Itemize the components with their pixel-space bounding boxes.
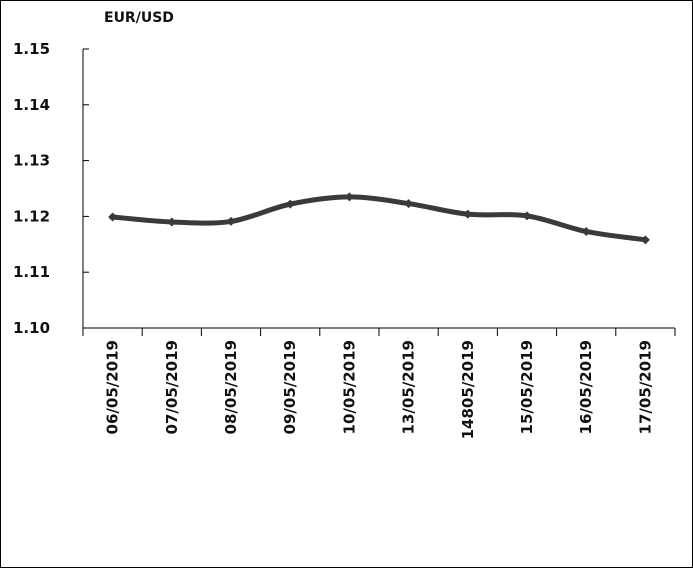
data-point-marker	[167, 217, 177, 227]
data-point-marker	[581, 226, 591, 236]
data-point-marker	[344, 192, 354, 202]
x-axis-ticks: 06/05/2019 07/05/2019 08/05/2019 09/05/2019…	[82, 328, 676, 439]
x-tick-label: 17/05/2019	[636, 340, 654, 434]
series-markers	[108, 192, 650, 245]
data-point-marker	[226, 216, 236, 226]
x-tick-label: 08/05/2019	[222, 340, 240, 434]
y-tick-label: 1.10	[13, 319, 50, 337]
x-tick-label: 14805/2019	[459, 340, 477, 439]
x-tick-label: 15/05/2019	[518, 340, 536, 434]
x-tick-label: 16/05/2019	[577, 340, 595, 434]
x-tick-label: 06/05/2019	[104, 340, 122, 434]
y-tick-label: 1.13	[13, 152, 50, 170]
x-tick-label: 09/05/2019	[281, 340, 299, 434]
data-point-marker	[108, 212, 118, 222]
y-tick-label: 1.14	[13, 96, 50, 114]
y-tick-label: 1.11	[13, 263, 50, 281]
y-tick-label: 1.15	[13, 40, 50, 58]
series-line	[110, 194, 648, 243]
data-point-marker	[285, 199, 295, 209]
data-point-marker	[404, 199, 414, 209]
y-tick-label: 1.12	[13, 207, 50, 225]
chart-title: EUR/USD	[104, 10, 174, 26]
x-tick-label: 07/05/2019	[163, 340, 181, 434]
x-tick-label: 13/05/2019	[400, 340, 418, 434]
data-point-marker	[640, 235, 650, 245]
data-point-marker	[522, 211, 532, 221]
y-axis-ticks: 1.10 1.11 1.12 1.13 1.14 1.15	[13, 40, 89, 337]
data-point-marker	[463, 209, 473, 219]
x-tick-label: 10/05/2019	[340, 340, 358, 434]
